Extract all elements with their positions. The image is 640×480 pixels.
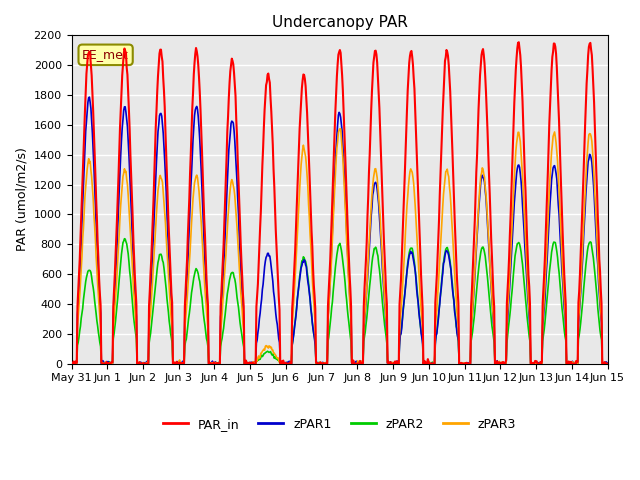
- PAR_in: [216, 361, 224, 367]
- zPAR1: [134, 361, 141, 367]
- zPAR1: [422, 360, 429, 366]
- zPAR1: [86, 94, 93, 100]
- zPAR1: [604, 360, 611, 366]
- zPAR3: [132, 326, 140, 332]
- Legend: PAR_in, zPAR1, zPAR2, zPAR3: PAR_in, zPAR1, zPAR2, zPAR3: [158, 413, 521, 436]
- zPAR3: [215, 361, 223, 367]
- zPAR2: [70, 361, 77, 367]
- PAR_in: [188, 126, 195, 132]
- Text: EE_met: EE_met: [83, 48, 129, 61]
- zPAR2: [217, 344, 225, 349]
- zPAR3: [604, 361, 611, 367]
- zPAR2: [134, 361, 141, 367]
- zPAR1: [68, 361, 76, 367]
- zPAR3: [405, 175, 413, 180]
- zPAR2: [120, 236, 128, 241]
- zPAR2: [68, 360, 76, 366]
- zPAR1: [68, 360, 76, 366]
- Line: zPAR2: zPAR2: [72, 239, 607, 364]
- Line: PAR_in: PAR_in: [72, 42, 607, 364]
- zPAR2: [78, 311, 86, 316]
- Title: Undercanopy PAR: Undercanopy PAR: [271, 15, 408, 30]
- zPAR3: [187, 233, 195, 239]
- zPAR1: [217, 314, 225, 320]
- zPAR3: [421, 359, 429, 364]
- PAR_in: [604, 361, 611, 367]
- zPAR2: [422, 361, 429, 367]
- PAR_in: [68, 360, 76, 366]
- PAR_in: [78, 196, 86, 202]
- zPAR2: [406, 247, 414, 252]
- zPAR1: [188, 153, 196, 159]
- zPAR1: [78, 218, 86, 224]
- Y-axis label: PAR (umol/m2/s): PAR (umol/m2/s): [15, 147, 28, 252]
- zPAR3: [68, 361, 76, 367]
- Line: zPAR1: zPAR1: [72, 97, 607, 364]
- zPAR2: [188, 285, 196, 291]
- PAR_in: [68, 361, 76, 367]
- zPAR3: [337, 126, 344, 132]
- PAR_in: [515, 39, 523, 45]
- PAR_in: [421, 359, 429, 364]
- PAR_in: [405, 60, 413, 66]
- PAR_in: [133, 361, 141, 367]
- zPAR3: [77, 266, 85, 272]
- zPAR1: [406, 251, 414, 256]
- Line: zPAR3: zPAR3: [72, 129, 607, 364]
- zPAR2: [604, 360, 611, 366]
